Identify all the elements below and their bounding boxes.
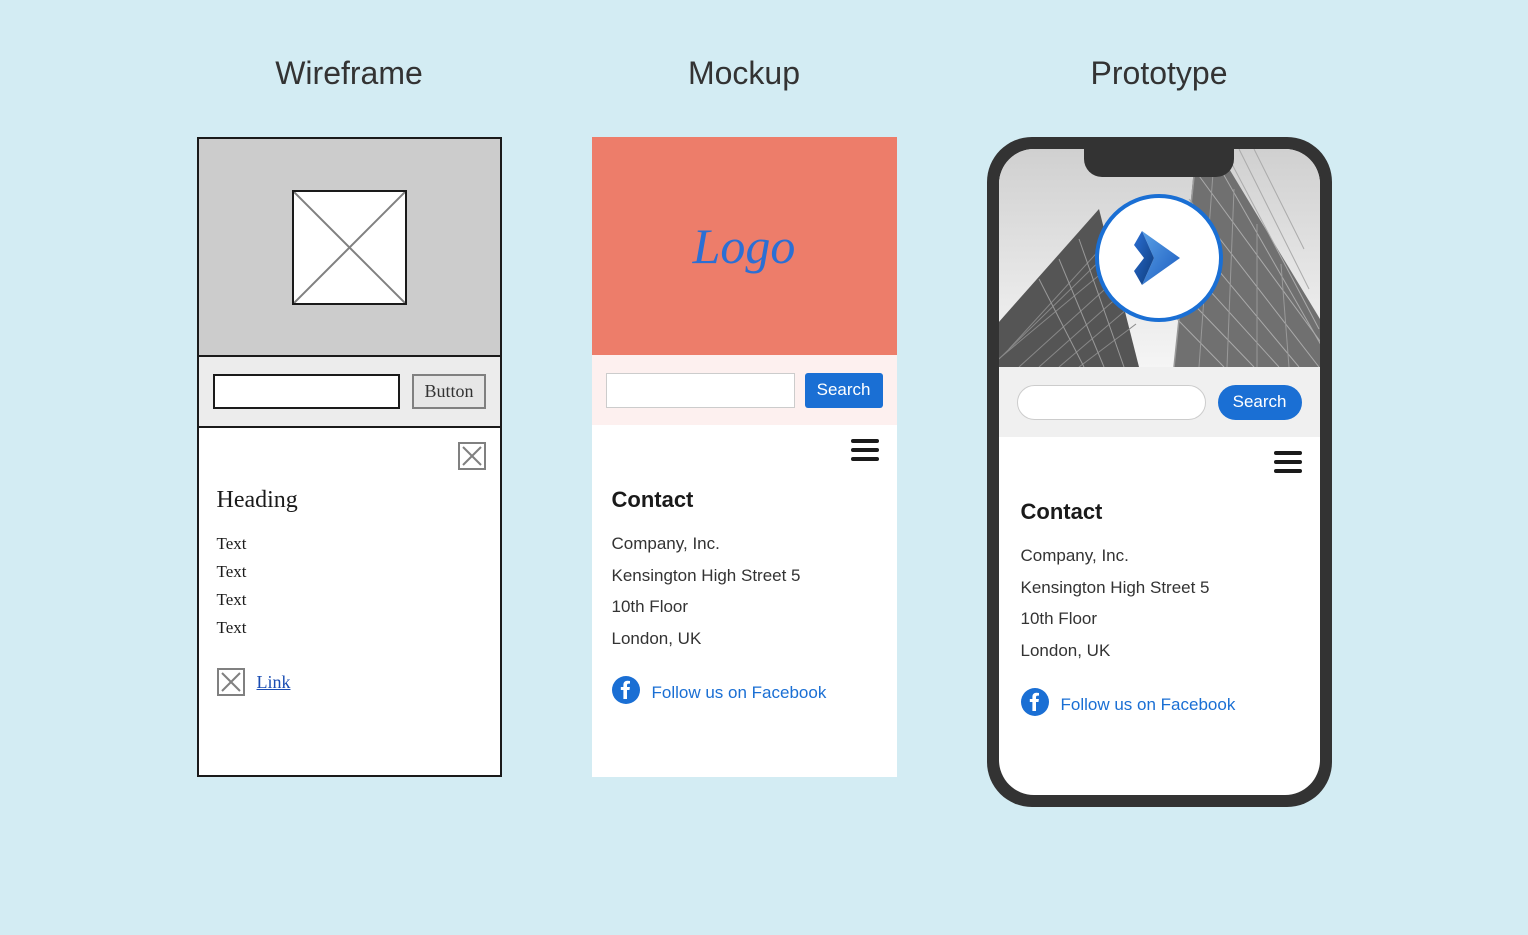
content-text: London, UK — [1021, 638, 1298, 664]
facebook-icon — [612, 676, 640, 709]
content-text: Text — [217, 590, 482, 610]
wireframe-frame: Button Heading Text Text Text Text — [197, 137, 502, 777]
prototype-column: Prototype — [987, 55, 1332, 807]
diagram-container: Wireframe Button — [0, 0, 1528, 807]
search-button[interactable]: Button — [412, 374, 485, 409]
search-input[interactable] — [1017, 385, 1206, 420]
content-text: Text — [217, 534, 482, 554]
device-screen: Search Contact Company, Inc. Kensington … — [999, 149, 1320, 795]
social-label: Follow us on Facebook — [1061, 695, 1236, 715]
wireframe-title: Wireframe — [275, 55, 423, 92]
link-icon — [217, 668, 245, 696]
close-icon[interactable] — [458, 442, 486, 470]
hamburger-menu-icon[interactable] — [1274, 451, 1302, 478]
content-text: Text — [217, 562, 482, 582]
content-heading: Contact — [1021, 499, 1298, 525]
mockup-hero: Logo — [592, 137, 897, 355]
content-text: Text — [217, 618, 482, 638]
facebook-icon — [1021, 688, 1049, 721]
mockup-frame: Logo Search Contact Company, Inc. Kensin… — [592, 137, 897, 777]
social-row[interactable]: Follow us on Facebook — [1021, 688, 1298, 721]
logo-circle — [1095, 194, 1223, 322]
content-text: Company, Inc. — [1021, 543, 1298, 569]
prototype-body: Contact Company, Inc. Kensington High St… — [999, 437, 1320, 739]
wireframe-hero — [199, 139, 500, 357]
wireframe-column: Wireframe Button — [197, 55, 502, 807]
mockup-body: Contact Company, Inc. Kensington High St… — [592, 425, 897, 727]
link[interactable]: Link — [257, 672, 291, 693]
mockup-column: Mockup Logo Search Contact Company, Inc. — [592, 55, 897, 807]
content-text: Kensington High Street 5 — [612, 563, 877, 589]
wireframe-searchbar: Button — [199, 357, 500, 428]
social-row[interactable]: Follow us on Facebook — [612, 676, 877, 709]
content-text: London, UK — [612, 626, 877, 652]
image-placeholder-icon — [292, 190, 407, 305]
prototype-hero — [999, 149, 1320, 367]
mockup-searchbar: Search — [592, 355, 897, 425]
device-frame: Search Contact Company, Inc. Kensington … — [987, 137, 1332, 807]
prototype-searchbar: Search — [999, 367, 1320, 437]
mockup-title: Mockup — [688, 55, 800, 92]
hamburger-menu-icon[interactable] — [851, 439, 879, 466]
prototype-title: Prototype — [1091, 55, 1228, 92]
wireframe-body: Heading Text Text Text Text Link — [199, 428, 500, 710]
content-text: Kensington High Street 5 — [1021, 575, 1298, 601]
logo-text: Logo — [693, 217, 796, 275]
content-heading: Heading — [217, 487, 482, 514]
content-text: 10th Floor — [612, 594, 877, 620]
content-text: 10th Floor — [1021, 606, 1298, 632]
search-button[interactable]: Search — [805, 373, 883, 408]
search-input[interactable] — [213, 374, 401, 409]
social-label: Follow us on Facebook — [652, 683, 827, 703]
content-heading: Contact — [612, 487, 877, 513]
play-logo-icon — [1124, 223, 1194, 293]
search-button[interactable]: Search — [1218, 385, 1302, 420]
device-notch — [1084, 149, 1234, 177]
search-input[interactable] — [606, 373, 795, 408]
content-text: Company, Inc. — [612, 531, 877, 557]
link-row: Link — [217, 668, 482, 696]
